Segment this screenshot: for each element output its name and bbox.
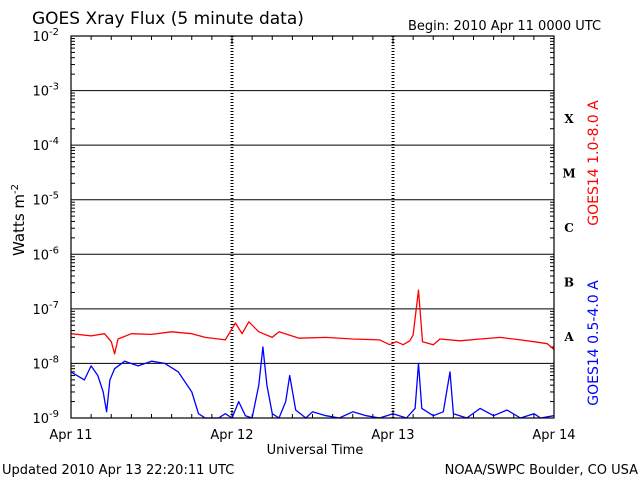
y-tick-label-5: 10-4 <box>32 136 59 154</box>
y-tick-label-6: 10-3 <box>32 82 59 100</box>
legend-goes14-short: GOES14 0.5-4.0 A <box>586 280 602 406</box>
series-line-0 <box>70 289 555 355</box>
x-tick-label-2: Apr 13 <box>371 428 414 443</box>
x-tick-label-1: Apr 12 <box>210 428 253 443</box>
flare-class-b: B <box>564 276 574 290</box>
x-tick-label-3: Apr 14 <box>532 428 575 443</box>
flare-class-x: X <box>564 112 574 126</box>
flare-class-a: A <box>563 330 574 344</box>
plot-frame <box>70 35 555 419</box>
x-tick-label-0: Apr 11 <box>49 428 92 443</box>
y-tick-label-7: 10-2 <box>32 27 59 45</box>
y-tick-label-2: 10-7 <box>32 300 59 318</box>
legend-goes14-long: GOES14 1.0-8.0 A <box>586 100 602 226</box>
updated-timestamp: Updated 2010 Apr 13 22:20:11 UTC <box>2 463 234 478</box>
credit-label: NOAA/SWPC Boulder, CO USA <box>445 463 638 478</box>
y-tick-label-4: 10-5 <box>32 191 59 209</box>
begin-label: Begin: 2010 Apr 11 0000 UTC <box>408 19 601 34</box>
y-tick-label-0: 10-9 <box>32 409 59 427</box>
flare-class-m: M <box>562 166 575 180</box>
series-line-1 <box>70 346 555 419</box>
plot-area: 10-9 10-8 10-7 10-6 10-5 10-4 10-3 10-2 Apr 11 Ap… <box>32 27 575 443</box>
y-tick-label-3: 10-6 <box>32 245 59 263</box>
y-axis-label: Watts m-2 <box>10 184 28 256</box>
flare-class-c: C <box>564 221 574 235</box>
chart-title: GOES Xray Flux (5 minute data) <box>32 9 304 29</box>
y-tick-label-1: 10-8 <box>32 354 59 372</box>
x-axis-label: Universal Time <box>267 443 364 458</box>
